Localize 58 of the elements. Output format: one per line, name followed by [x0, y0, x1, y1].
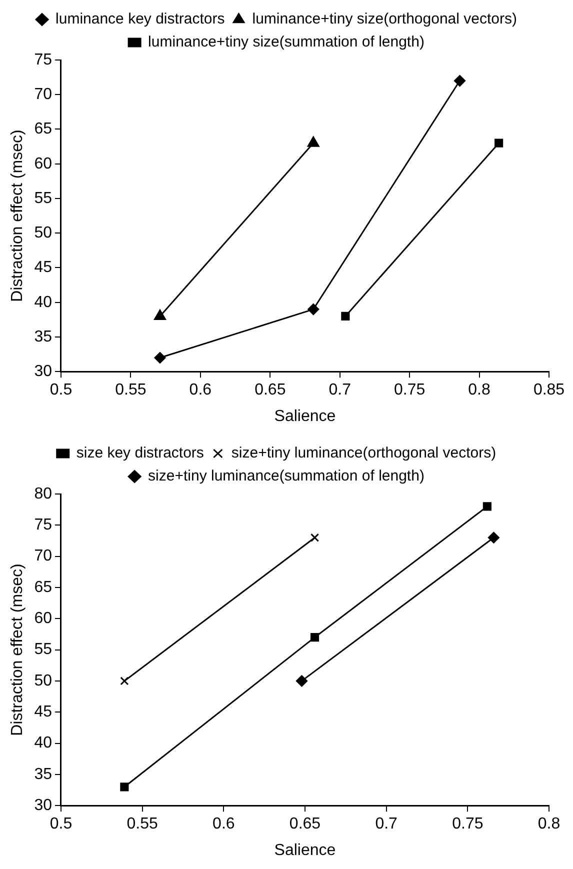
point [454, 75, 466, 87]
legend-label: size+tiny luminance(orthogonal vectors) [231, 444, 496, 462]
y-tick-label: 55 [34, 641, 52, 658]
y-tick-label: 65 [34, 578, 52, 596]
y-tick-label: 40 [34, 734, 52, 752]
y-axis-title: Distraction effect (msec) [9, 130, 26, 302]
point [310, 633, 320, 642]
x-tick-label: 0.55 [126, 816, 158, 833]
x-tick-label: 0.7 [375, 816, 398, 833]
y-tick-label: 75 [34, 516, 52, 534]
y-tick-label: 50 [34, 224, 52, 242]
legend-label: luminance+tiny size(summation of length) [148, 34, 424, 51]
y-tick-label: 65 [34, 120, 52, 138]
point [482, 502, 492, 511]
x-tick-label: 0.6 [212, 816, 235, 833]
y-tick-label: 60 [34, 610, 52, 628]
point [488, 532, 500, 544]
point [341, 312, 350, 320]
point [308, 304, 320, 316]
point [494, 138, 504, 148]
y-axis-title: Distraction effect (msec) [9, 564, 26, 736]
x-tick-label: 0.55 [115, 382, 146, 399]
x-tick-label: 0.75 [452, 816, 484, 833]
y-tick-label: 35 [34, 328, 52, 346]
point [120, 782, 129, 792]
y-tick-label: 30 [34, 363, 52, 380]
x-tick-label: 0.85 [533, 382, 565, 399]
y-tick-label: 75 [34, 51, 52, 68]
point [296, 675, 308, 687]
x-axis-title: Salience [274, 408, 336, 425]
point [310, 533, 320, 542]
x-tick-label: 0.6 [189, 382, 212, 399]
legend-label: luminance+tiny size(orthogonal vectors) [252, 10, 517, 28]
x-tick-label: 0.65 [289, 816, 321, 833]
x-tick-label: 0.65 [254, 382, 286, 399]
y-tick-label: 40 [34, 294, 52, 311]
y-tick-label: 45 [34, 259, 52, 276]
x-tick-label: 0.7 [328, 382, 352, 399]
x-tick-label: 0.5 [50, 816, 72, 833]
x-tick-label: 0.8 [538, 816, 560, 833]
x-tick-label: 0.75 [394, 382, 426, 399]
x-axis-title: Salience [274, 842, 336, 859]
y-tick-label: 35 [34, 766, 52, 783]
y-tick-label: 45 [34, 704, 52, 721]
y-tick-label: 70 [34, 86, 52, 104]
y-tick-label: 70 [34, 548, 52, 565]
y-tick-label: 80 [34, 485, 52, 502]
legend-label: size key distractors [76, 444, 204, 462]
point [120, 676, 129, 686]
y-tick-label: 30 [34, 797, 52, 814]
legend-label: luminance key distractors [56, 10, 225, 28]
x-tick-label: 0.8 [468, 382, 491, 399]
y-tick-label: 60 [34, 155, 52, 172]
y-tick-label: 55 [34, 190, 52, 207]
point [154, 352, 166, 364]
x-tick-label: 0.5 [50, 382, 72, 399]
legend-label: size+tiny luminance(summation of length) [148, 468, 424, 485]
y-tick-label: 50 [34, 672, 52, 690]
